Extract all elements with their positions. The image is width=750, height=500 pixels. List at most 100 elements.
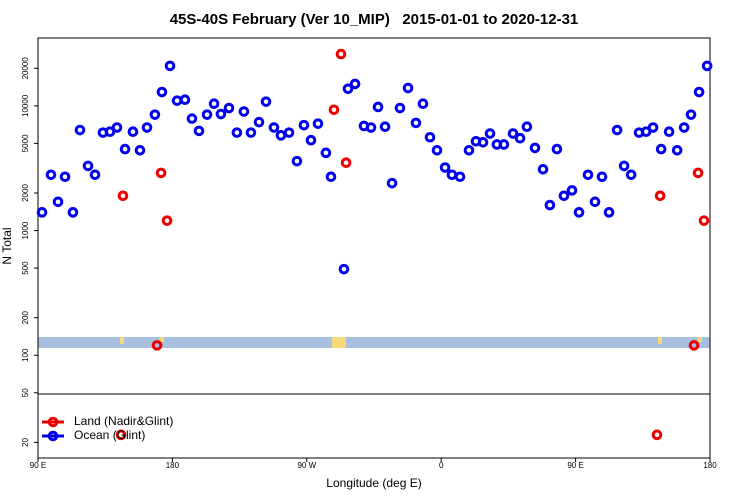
data-point [111,122,123,133]
data-point [671,145,683,156]
data-point [446,169,458,181]
x-tick-label: 0 [439,461,444,470]
data-point [186,113,198,124]
land-mask [658,337,662,344]
data-point [82,160,94,172]
marks [36,48,713,441]
data-point [507,128,519,139]
y-tick-label: 10000 [21,94,30,117]
data-point [394,102,406,114]
data-point [685,109,697,120]
data-point [179,94,191,106]
y-tick-label: 20000 [21,57,30,80]
data-point [151,340,163,351]
data-point [59,171,71,183]
data-point [238,106,250,117]
data-point [117,190,129,202]
data-point [372,101,384,113]
data-point [171,95,183,106]
y-tick-label: 1000 [21,221,30,239]
data-point [651,429,663,441]
data-point [582,169,594,181]
data-point [701,60,713,72]
data-point [688,340,700,351]
data-point [365,122,377,133]
y-axis-title: N Total [0,227,14,264]
data-point [36,207,48,218]
legend-marker [47,430,59,442]
data-point [439,162,451,173]
data-point [127,126,139,138]
data-point [161,215,173,226]
data-point [698,215,710,226]
x-tick-label: 90 W [297,461,316,470]
data-point [589,196,601,208]
data-point [291,155,303,167]
plot-frame [37,37,711,459]
data-point [231,127,243,138]
data-point [335,48,347,60]
data-point [67,207,79,218]
data-point [320,147,332,159]
surface-mask-strip [38,337,710,348]
data-point [647,122,659,133]
data-point [566,185,578,196]
data-point [141,122,153,133]
data-point [514,132,526,144]
data-point [340,157,352,169]
data-point [379,121,391,133]
data-point [537,163,549,175]
data-point [558,190,570,202]
legend-label: Ocean (Glint) [74,428,145,442]
data-point [544,199,556,211]
x-tick-label: 180 [703,461,717,470]
data-point [573,207,585,218]
data-point [201,109,213,120]
data-point [45,169,57,181]
data-point [484,128,496,139]
data-point [260,96,272,107]
data-point [275,130,287,141]
data-point [223,102,235,114]
data-point [529,142,541,154]
data-point [693,86,705,98]
data-point [477,137,489,148]
data-point [424,131,436,143]
data-point [325,171,337,183]
data-point [283,127,295,138]
legend-marker [47,416,59,428]
data-point [115,429,127,441]
land-mask [698,337,702,342]
data-point [618,160,630,172]
data-point [521,121,533,133]
data-point [208,98,220,110]
y-tick-label: 5000 [21,134,30,152]
y-tick-label: 2000 [21,184,30,202]
y-tick-label: 50 [21,388,30,397]
data-point [386,177,398,189]
x-tick-label: 90 E [30,461,46,470]
chart-title: 45S-40S February (Ver 10_MIP) 2015-01-01… [170,11,579,28]
data-point [410,117,422,129]
data-point [149,109,161,120]
data-point [155,167,167,179]
legend-label: Land (Nadir&Glint) [74,414,173,428]
data-point [305,134,317,146]
data-point [164,60,176,72]
y-tick-label: 100 [21,348,30,362]
y-tick-label: 200 [21,310,30,324]
data-point [663,126,675,138]
data-point [134,145,146,156]
data-point [417,98,429,110]
data-point [342,83,354,95]
y-tick-label: 500 [21,261,30,275]
data-point [119,143,131,155]
data-point [193,125,205,137]
data-point [74,124,86,136]
data-point [328,104,340,116]
data-point [692,167,704,179]
data-point [89,169,101,181]
legend: Land (Nadir&Glint)Ocean (Glint) [42,414,173,442]
data-point [312,118,324,129]
land-mask [120,337,124,344]
